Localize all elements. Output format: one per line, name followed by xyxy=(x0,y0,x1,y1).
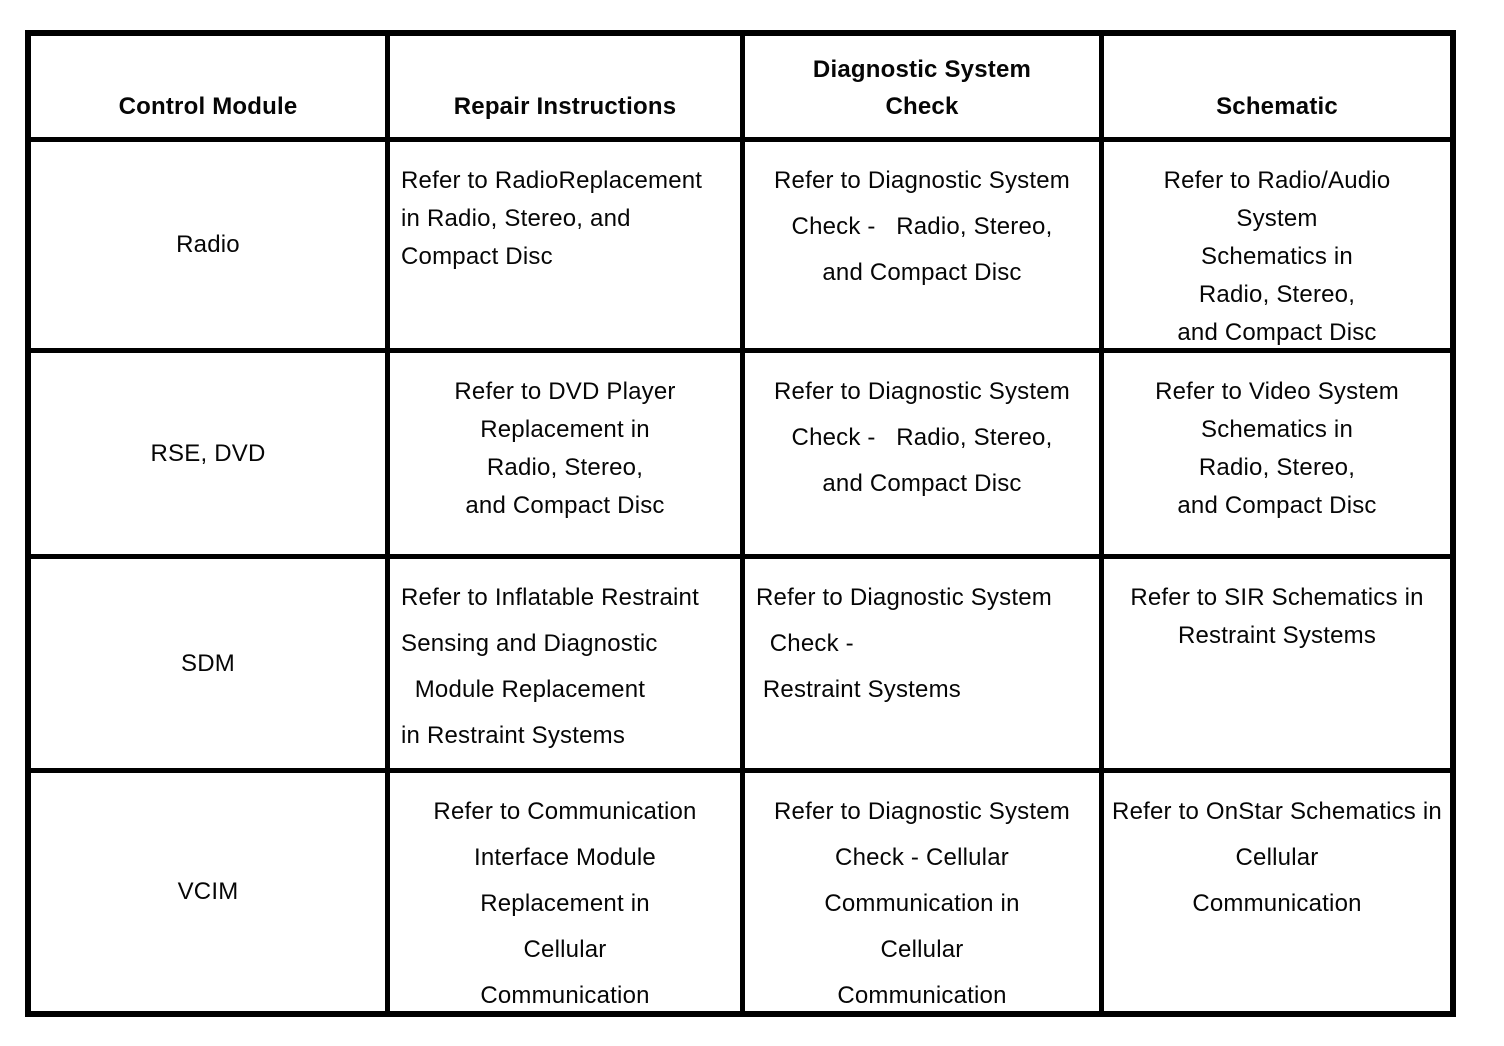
cell-rse-dvd-diagnostic-system-check: Refer to Diagnostic System Check - Radio… xyxy=(745,353,1104,559)
cell-radio-diagnostic-system-check: Refer to Diagnostic System Check - Radio… xyxy=(745,142,1104,353)
schematic-text: Refer to OnStar Schematics in Cellular C… xyxy=(1112,798,1442,917)
cell-vcim-module: VCIM xyxy=(31,773,390,1011)
cell-vcim-repair-instructions: Refer to Communication Interface Module … xyxy=(390,773,745,1011)
module-name: VCIM xyxy=(177,878,239,905)
module-name: SDM xyxy=(181,649,235,677)
header-cell-diagnostic-system-check: Diagnostic System Check xyxy=(745,36,1104,142)
diagnostic-system-check-text: Refer to Diagnostic System Check - Radio… xyxy=(774,378,1070,497)
cell-rse-dvd-schematic: Refer to Video System Schematics in Radi… xyxy=(1104,353,1450,559)
schematic-text: Refer to Video System Schematics in Radi… xyxy=(1155,378,1399,519)
diagnostic-system-check-text: Refer to Diagnostic System Check - Radio… xyxy=(774,167,1070,286)
header-label-schematic: Schematic xyxy=(1216,93,1338,120)
cell-vcim-diagnostic-system-check: Refer to Diagnostic System Check - Cellu… xyxy=(745,773,1104,1011)
repair-instructions-text: Refer to RadioReplacement in Radio, Ster… xyxy=(401,167,703,270)
header-cell-control-module: Control Module xyxy=(31,36,390,142)
cell-sdm-diagnostic-system-check: Refer to Diagnostic System Check - Restr… xyxy=(745,559,1104,773)
cell-sdm-repair-instructions: Refer to Inflatable Restraint Sensing an… xyxy=(390,559,745,773)
cell-rse-dvd-repair-instructions: Refer to DVD Player Replacement in Radio… xyxy=(390,353,745,559)
header-label-repair-instructions: Repair Instructions xyxy=(453,93,677,120)
repair-instructions-text: Refer to Inflatable Restraint Sensing an… xyxy=(401,584,699,749)
control-module-reference-table: Control Module Repair Instructions Diagn… xyxy=(25,30,1456,1017)
cell-radio-schematic: Refer to Radio/Audio System Schematics i… xyxy=(1104,142,1450,353)
diagnostic-system-check-text: Refer to Diagnostic System Check - Restr… xyxy=(756,584,1052,703)
header-label-diagnostic-system-check: Diagnostic System Check xyxy=(812,56,1032,120)
header-label-control-module: Control Module xyxy=(118,93,298,120)
cell-sdm-schematic: Refer to SIR Schematics in Restraint Sys… xyxy=(1104,559,1450,773)
repair-instructions-text: Refer to DVD Player Replacement in Radio… xyxy=(454,378,676,519)
cell-vcim-schematic: Refer to OnStar Schematics in Cellular C… xyxy=(1104,773,1450,1011)
cell-rse-dvd-module: RSE, DVD xyxy=(31,353,390,559)
cell-sdm-module: SDM xyxy=(31,559,390,773)
diagnostic-system-check-text: Refer to Diagnostic System Check - Cellu… xyxy=(774,798,1070,1009)
cell-radio-module: Radio xyxy=(31,142,390,353)
module-name: Radio xyxy=(176,231,240,258)
schematic-text: Refer to SIR Schematics in Restraint Sys… xyxy=(1130,584,1424,649)
cell-radio-repair-instructions: Refer to RadioReplacement in Radio, Ster… xyxy=(390,142,745,353)
schematic-text: Refer to Radio/Audio System Schematics i… xyxy=(1163,167,1391,346)
header-cell-repair-instructions: Repair Instructions xyxy=(390,36,745,142)
module-name: RSE, DVD xyxy=(150,439,266,467)
repair-instructions-text: Refer to Communication Interface Module … xyxy=(433,798,697,1009)
header-cell-schematic: Schematic xyxy=(1104,36,1450,142)
